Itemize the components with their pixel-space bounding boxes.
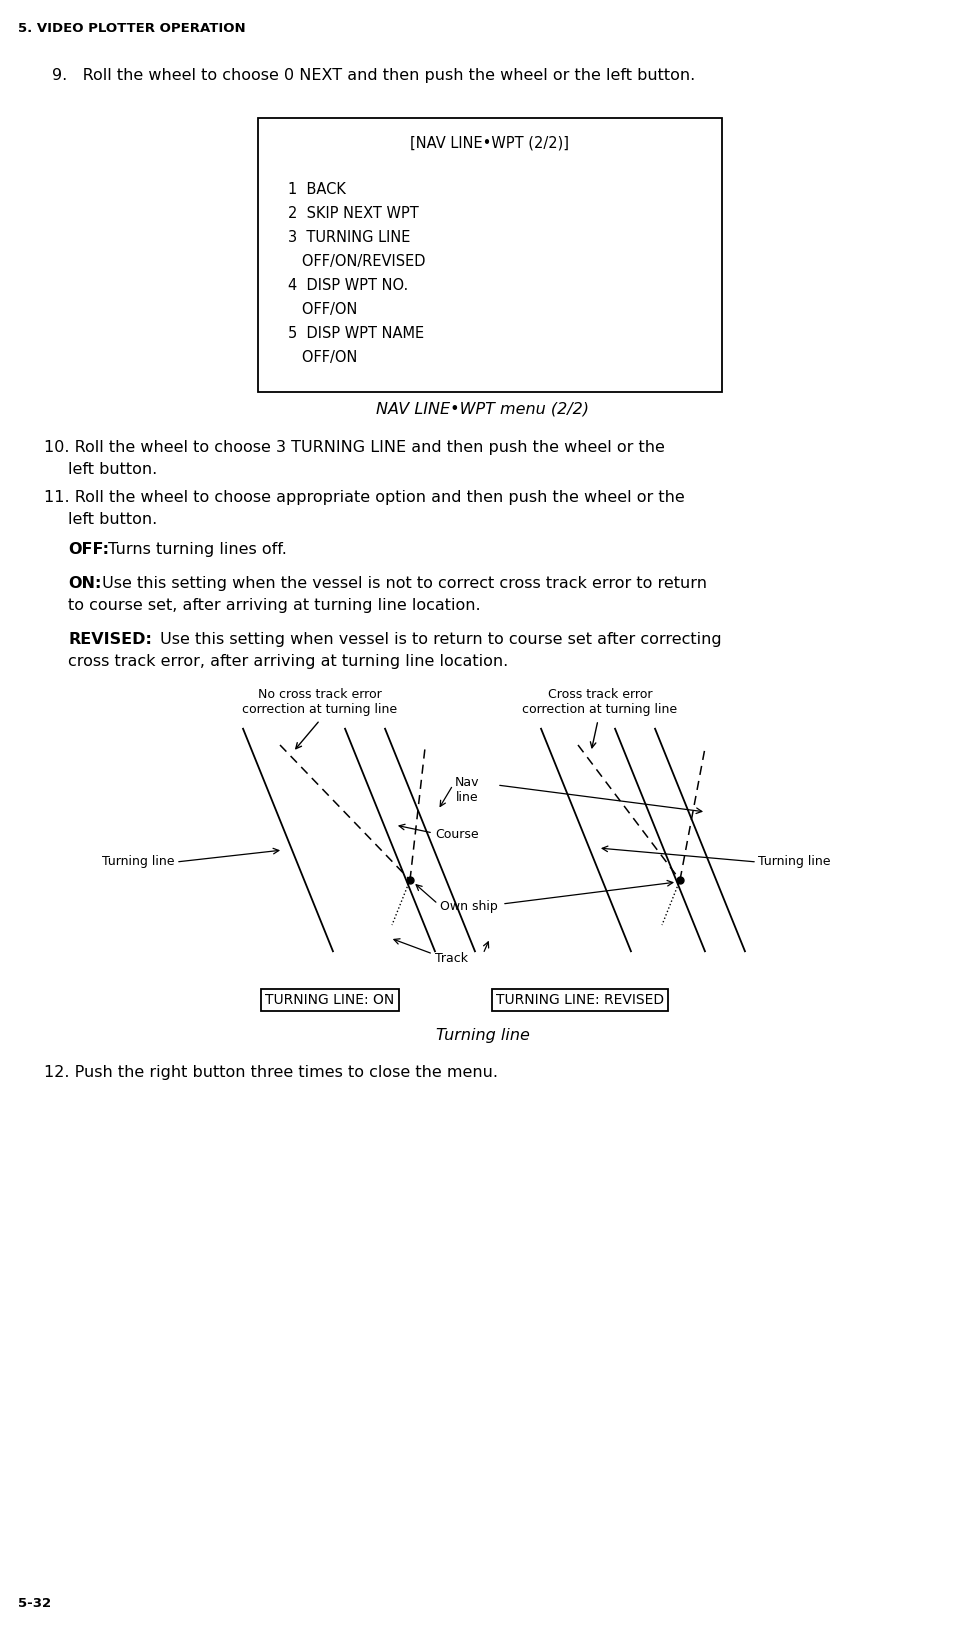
Text: 4  DISP WPT NO.: 4 DISP WPT NO. xyxy=(288,277,409,294)
Text: Own ship: Own ship xyxy=(440,899,497,912)
Text: Turning line: Turning line xyxy=(102,855,175,868)
Text: Use this setting when the vessel is not to correct cross track error to return: Use this setting when the vessel is not … xyxy=(97,576,707,591)
Text: Course: Course xyxy=(435,827,478,840)
Text: OFF/ON: OFF/ON xyxy=(288,302,357,317)
Text: OFF/ON/REVISED: OFF/ON/REVISED xyxy=(288,255,425,269)
Text: [NAV LINE•WPT (2/2)]: [NAV LINE•WPT (2/2)] xyxy=(411,135,570,152)
Text: REVISED:: REVISED: xyxy=(68,632,152,646)
Text: Nav
line: Nav line xyxy=(455,775,479,805)
Text: left button.: left button. xyxy=(68,512,157,527)
Text: 2  SKIP NEXT WPT: 2 SKIP NEXT WPT xyxy=(288,206,418,220)
Text: 11. Roll the wheel to choose appropriate option and then push the wheel or the: 11. Roll the wheel to choose appropriate… xyxy=(44,490,685,504)
Text: left button.: left button. xyxy=(68,462,157,477)
Text: OFF:: OFF: xyxy=(68,542,109,557)
Text: 3  TURNING LINE: 3 TURNING LINE xyxy=(288,230,411,245)
Text: OFF/ON: OFF/ON xyxy=(288,349,357,366)
Text: Turning line: Turning line xyxy=(436,1028,530,1043)
Text: Turning line: Turning line xyxy=(758,855,831,868)
Text: Cross track error
correction at turning line: Cross track error correction at turning … xyxy=(523,689,677,716)
Text: cross track error, after arriving at turning line location.: cross track error, after arriving at tur… xyxy=(68,654,508,669)
Text: Turns turning lines off.: Turns turning lines off. xyxy=(103,542,287,557)
Text: TURNING LINE: REVISED: TURNING LINE: REVISED xyxy=(496,992,664,1007)
Text: ON:: ON: xyxy=(68,576,101,591)
Bar xyxy=(258,118,722,392)
Text: 5. VIDEO PLOTTER OPERATION: 5. VIDEO PLOTTER OPERATION xyxy=(18,21,245,34)
Text: 10. Roll the wheel to choose 3 TURNING LINE and then push the wheel or the: 10. Roll the wheel to choose 3 TURNING L… xyxy=(44,441,665,455)
Text: 9.   Roll the wheel to choose 0 NEXT and then push the wheel or the left button.: 9. Roll the wheel to choose 0 NEXT and t… xyxy=(52,69,696,83)
Text: No cross track error
correction at turning line: No cross track error correction at turni… xyxy=(242,689,398,716)
Text: 5  DISP WPT NAME: 5 DISP WPT NAME xyxy=(288,326,424,341)
Text: 5-32: 5-32 xyxy=(18,1598,51,1611)
Text: 1  BACK: 1 BACK xyxy=(288,183,346,197)
Text: NAV LINE•WPT menu (2/2): NAV LINE•WPT menu (2/2) xyxy=(377,401,589,418)
Text: to course set, after arriving at turning line location.: to course set, after arriving at turning… xyxy=(68,597,481,614)
Text: Track: Track xyxy=(435,951,468,965)
Text: Use this setting when vessel is to return to course set after correcting: Use this setting when vessel is to retur… xyxy=(155,632,722,646)
Text: TURNING LINE: ON: TURNING LINE: ON xyxy=(266,992,395,1007)
Text: 12. Push the right button three times to close the menu.: 12. Push the right button three times to… xyxy=(44,1066,498,1080)
